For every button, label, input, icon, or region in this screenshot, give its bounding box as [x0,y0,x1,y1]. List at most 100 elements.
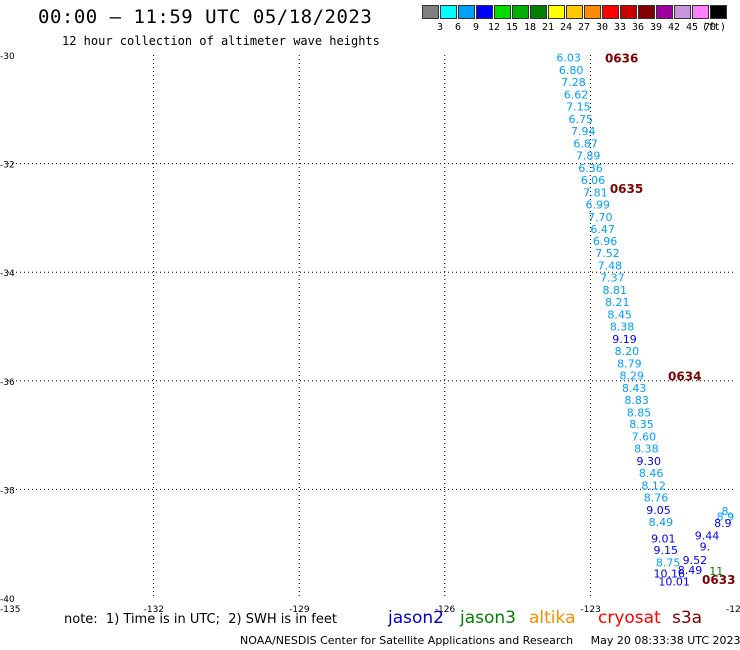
wave-height-label: 7.48 [598,260,623,273]
satellite-cryosat: cryosat [598,608,661,628]
satellite-altika: altika [529,608,576,628]
legend-label: 9 [472,22,480,33]
lat-tick-label: -36 [0,378,15,388]
wave-height-label: 6.62 [564,89,589,102]
legend-unit: (ft) [702,22,727,33]
lat-tick-label: -38 [0,486,15,496]
map-subtitle: 12 hour collection of altimeter wave hei… [62,34,380,48]
wave-height-label: 6.36 [578,162,603,175]
wave-height-label: 7.94 [571,125,596,138]
wave-height-label: 8.81 [603,284,628,297]
legend-swatch [494,5,511,19]
wave-height-label: 8.20 [615,345,640,358]
wave-height-label: 7.70 [588,211,613,224]
wave-height-label: 8.79 [617,357,642,370]
wave-height-label: 6.03 [556,52,581,65]
lat-tick-label: -34 [0,269,15,279]
wave-height-label: 7.52 [595,247,620,260]
wave-height-label: 6.75 [569,113,594,126]
wave-height-label: 8.45 [607,309,632,322]
legend-label: 33 [613,22,627,33]
wave-height-label: 8.75 [656,557,681,570]
wave-height-label: 9.15 [653,544,678,557]
time-label: 0634 [668,369,701,383]
legend-label: 6 [454,22,462,33]
wave-height-label: 6.80 [559,64,584,77]
wave-height-label: 9.19 [612,333,637,346]
wave-height-label: 7.15 [566,101,591,114]
lat-tick-label: -30 [0,52,15,62]
wave-height-label: 6.96 [593,235,618,248]
legend-swatch [440,5,457,19]
wave-height-label: 11 [709,565,723,578]
wave-height-label: 8.43 [622,382,647,395]
legend-swatch [674,5,691,19]
lon-tick-label: -132 [144,605,164,615]
legend-swatch [476,5,493,19]
legend-label: 21 [541,22,555,33]
satellite-jason2: jason2 [388,608,444,628]
wave-height-label: 9.44 [695,530,720,543]
lon-tick-label: -123 [580,605,600,615]
legend-label: 30 [595,22,609,33]
legend-swatch [548,5,565,19]
wave-height-label: 7.28 [561,76,586,89]
lon-tick-label: -135 [0,605,20,615]
wave-height-label: 7.89 [576,149,601,162]
wave-height-label: 8.29 [620,369,645,382]
wave-height-label: 8.12 [641,480,666,493]
legend-swatch [602,5,619,19]
legend-label: 18 [523,22,537,33]
wave-height-label: 9.05 [646,504,671,517]
credit-line: NOAA/NESDIS Center for Satellite Applica… [240,634,740,647]
time-label: 0633 [702,573,735,587]
wave-height-label: 8.83 [624,394,649,407]
legend-label: 24 [559,22,573,33]
wave-height-label: 6.47 [590,223,615,236]
legend-swatch [422,5,439,19]
legend-label: 27 [577,22,591,33]
wave-height-label: 8.38 [610,321,635,334]
lon-tick-label: -129 [289,605,310,615]
legend-label: 15 [505,22,519,33]
legend-label: 39 [649,22,663,33]
legend-label: 42 [667,22,681,33]
wave-height-label: 8.35 [629,418,654,431]
wave-height-label: 10.16 [653,568,685,581]
legend-label: 12 [487,22,501,33]
legend-swatch [620,5,637,19]
wave-height-label: 7.60 [632,431,657,444]
wave-height-label: 6.06 [581,174,606,187]
wave-height-label: 8.76 [644,492,669,505]
wave-height-label: 8.21 [605,296,630,309]
legend-swatch [458,5,475,19]
lat-tick-label: -32 [0,161,15,171]
wave-height-label: 9. [700,540,711,553]
wave-height-label: 8.49 [649,516,674,529]
wave-height-label: 7.81 [583,186,608,199]
wave-height-label: 8.38 [634,443,659,456]
lon-tick-label: -126 [435,605,456,615]
lat-tick-label: -40 [0,595,15,605]
wave-height-label: 6.87 [573,138,598,151]
wave-height-label: 9.52 [683,554,708,567]
legend-swatch [566,5,583,19]
legend-swatch [656,5,673,19]
time-label: 0635 [610,182,643,196]
satellite-jason3: jason3 [460,608,516,628]
footer-note: note: 1) Time is in UTC; 2) SWH is in fe… [64,612,337,627]
wave-height-label: 10.01 [658,576,690,589]
legend-label: 45 [685,22,699,33]
wave-height-label: 8.46 [639,467,664,480]
wave-height-label: 8.9 [714,517,732,530]
legend-swatch [638,5,655,19]
lon-tick-label: -120 [726,605,740,615]
wave-height-label: 8.9 [717,511,735,524]
wave-height-label: 9.01 [651,532,676,545]
legend-label: 36 [631,22,645,33]
legend-swatch [692,5,709,19]
wave-height-label: 8.49 [678,564,703,577]
wave-height-label: 6.99 [586,198,611,211]
wave-height-label: 8.85 [627,406,652,419]
